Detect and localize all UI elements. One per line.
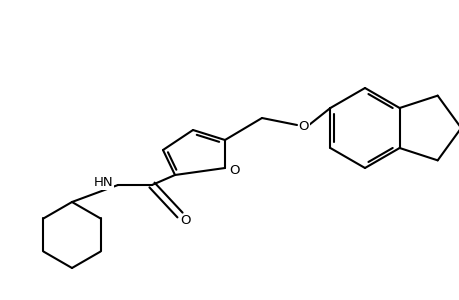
Text: O: O xyxy=(229,164,240,178)
Text: O: O xyxy=(298,121,308,134)
Text: HN: HN xyxy=(94,176,113,190)
Text: O: O xyxy=(180,214,191,227)
